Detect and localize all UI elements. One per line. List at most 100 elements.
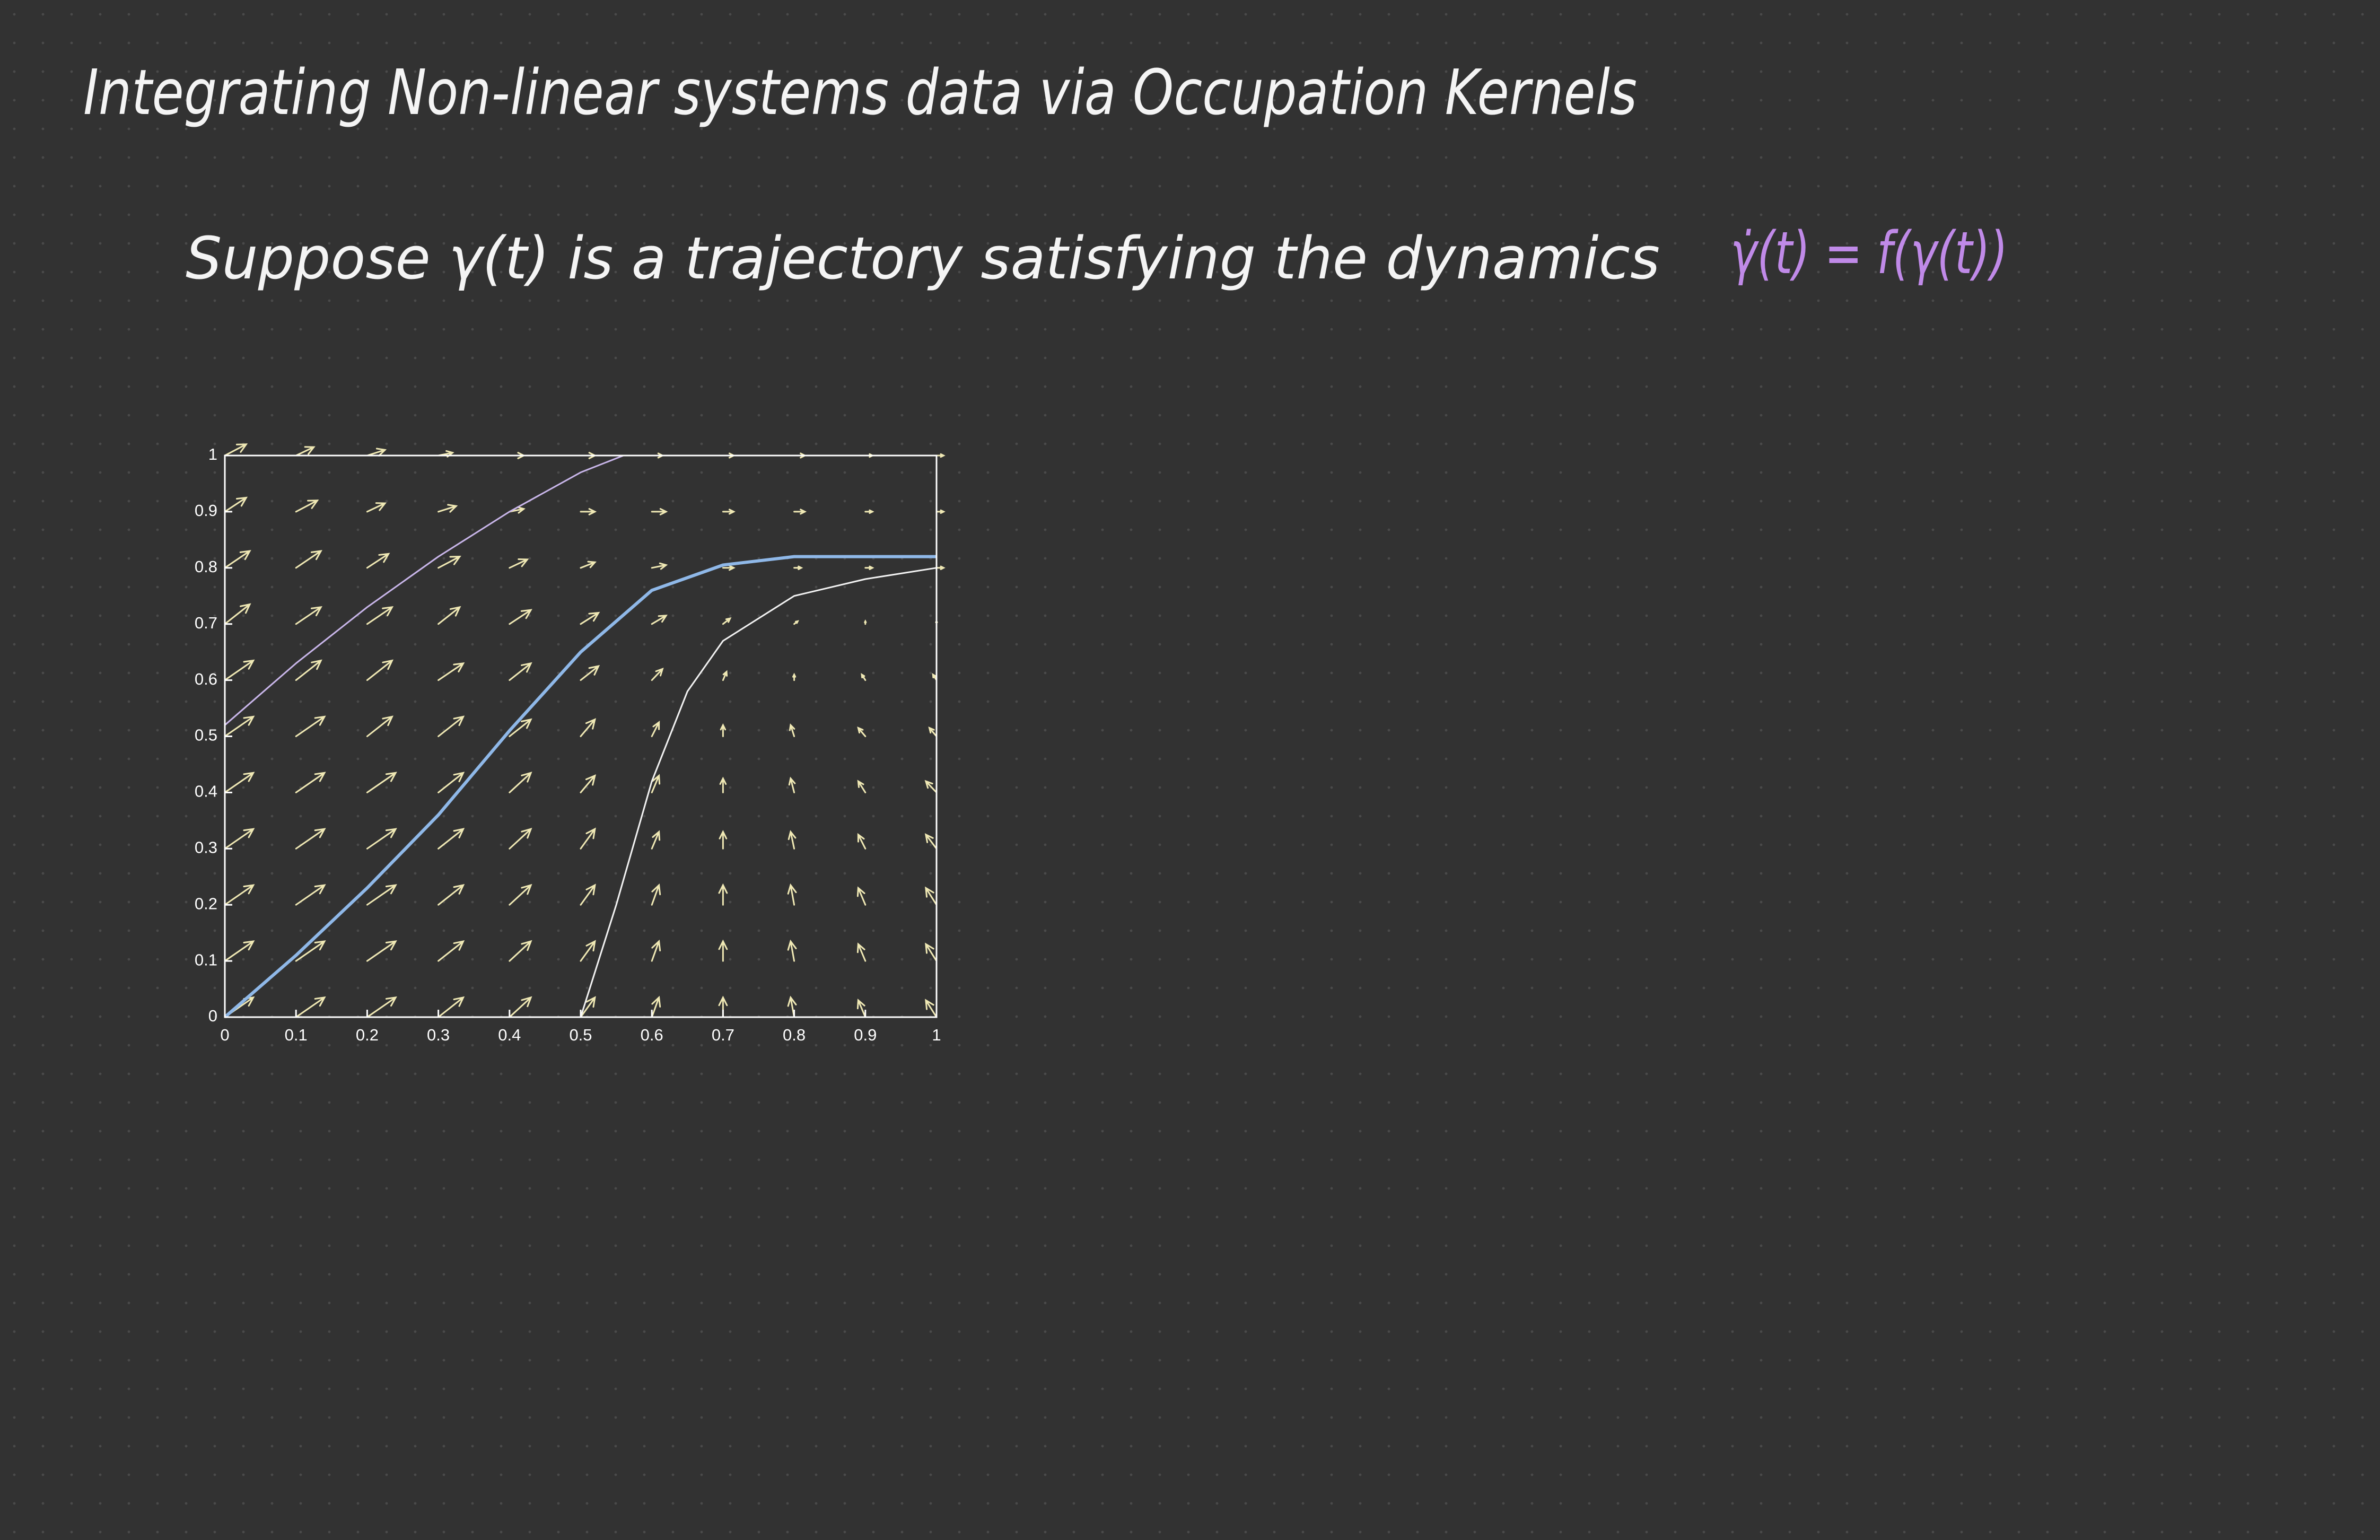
x-tick-label: 0.2: [356, 1026, 379, 1044]
vector-arrow: [295, 715, 326, 737]
x-tick-label: 0.4: [498, 1026, 521, 1044]
vector-arrow: [925, 999, 938, 1018]
vector-arrow: [438, 940, 465, 962]
vector-arrow: [787, 883, 797, 906]
vector-arrow: [925, 942, 938, 962]
vector-arrow: [366, 715, 394, 737]
vector-arrow: [366, 828, 397, 850]
vector-arrow: [224, 443, 248, 457]
vector-arrow: [438, 504, 458, 513]
x-tick-label: 0: [220, 1026, 229, 1044]
vector-arrow: [789, 723, 795, 737]
x-tick-label: 0.3: [427, 1026, 450, 1044]
x-tick-label: 1: [932, 1026, 941, 1044]
vector-arrow: [295, 996, 326, 1018]
vector-arrow: [788, 830, 797, 850]
vector-arrow: [580, 883, 596, 906]
y-tick-label: 0.9: [195, 501, 217, 520]
vector-arrow: [509, 662, 532, 681]
vector-arrow: [787, 939, 797, 962]
y-tick-label: 0.1: [195, 950, 217, 969]
vector-arrow: [295, 606, 322, 625]
vector-arrow: [509, 883, 532, 906]
x-tick-label: 0.1: [285, 1026, 308, 1044]
vector-arrow: [580, 996, 596, 1018]
vector-arrow: [935, 565, 946, 570]
vector-arrow: [295, 940, 326, 962]
vector-arrow: [295, 884, 326, 906]
vector-arrow: [295, 772, 326, 793]
y-tick-label: 0.6: [195, 670, 217, 688]
vector-arrow: [509, 772, 532, 793]
y-tick-label: 0: [208, 1007, 217, 1025]
vector-arrow: [509, 558, 529, 569]
vector-arrow: [366, 502, 387, 513]
vector-arrow: [366, 448, 387, 457]
vector-arrow: [438, 772, 465, 793]
vector-arrow: [856, 886, 867, 906]
vector-arrow: [935, 509, 946, 514]
vector-arrow: [580, 508, 597, 515]
vector-arrow: [924, 833, 938, 850]
x-tick-label: 0.8: [783, 1026, 806, 1044]
vector-arrow: [651, 995, 661, 1018]
vector-arrow: [438, 884, 465, 906]
vector-arrow: [651, 774, 661, 793]
vector-arrow: [295, 446, 316, 457]
vector-arrow: [224, 550, 251, 569]
vector-arrow: [366, 606, 394, 625]
trajectory: [224, 555, 937, 1019]
vector-arrow: [792, 672, 797, 681]
x-tick-label: 0.7: [712, 1026, 734, 1044]
vector-arrow: [366, 659, 394, 681]
y-tick-label: 0.4: [195, 782, 217, 801]
vector-arrow: [224, 496, 248, 513]
vector-arrow: [722, 670, 728, 681]
vector-arrow: [366, 940, 397, 962]
vector-arrow: [580, 940, 596, 962]
vector-arrow: [224, 603, 251, 625]
vector-arrow: [224, 884, 255, 906]
vector-arrow: [224, 715, 255, 737]
vector-arrow: [651, 721, 660, 737]
trajectory: [580, 567, 937, 1018]
vector-arrow: [857, 727, 867, 737]
vector-arrow: [856, 999, 867, 1018]
vector-arrow: [295, 500, 319, 513]
vector-arrow: [864, 619, 867, 625]
y-tick-label: 0.5: [195, 726, 217, 745]
vector-arrow: [580, 774, 597, 793]
vector-arrow: [651, 939, 661, 962]
vector-arrow: [651, 883, 661, 906]
y-tick-label: 0.8: [195, 557, 217, 576]
vector-arrow: [925, 886, 938, 906]
vector-arrow: [857, 780, 867, 793]
vector-arrow: [861, 673, 867, 681]
vector-arrow: [438, 715, 465, 737]
vector-arrow: [509, 940, 532, 962]
vector-arrow: [438, 662, 465, 681]
y-tick-label: 0.7: [195, 614, 217, 632]
vector-arrow: [580, 561, 597, 569]
vector-arrow: [509, 609, 532, 625]
vector-arrow: [580, 827, 596, 850]
vector-arrow: [438, 556, 461, 569]
vector-arrow: [793, 509, 807, 515]
vector-arrow: [793, 620, 799, 625]
y-tick-label: 0.3: [195, 838, 217, 856]
vector-arrow: [438, 996, 465, 1018]
vector-arrow: [651, 615, 668, 625]
note-title: Integrating Non-linear systems data via …: [83, 56, 1637, 129]
vector-arrow: [366, 772, 397, 793]
vector-arrow: [864, 565, 874, 570]
vector-arrow: [718, 939, 728, 962]
vector-arrow: [718, 883, 728, 906]
vector-arrow: [224, 828, 255, 850]
vector-arrow: [793, 565, 803, 570]
vector-arrow: [295, 828, 326, 850]
vector-arrow: [857, 833, 867, 850]
vector-arrow: [722, 509, 736, 515]
vector-arrow: [580, 718, 597, 737]
